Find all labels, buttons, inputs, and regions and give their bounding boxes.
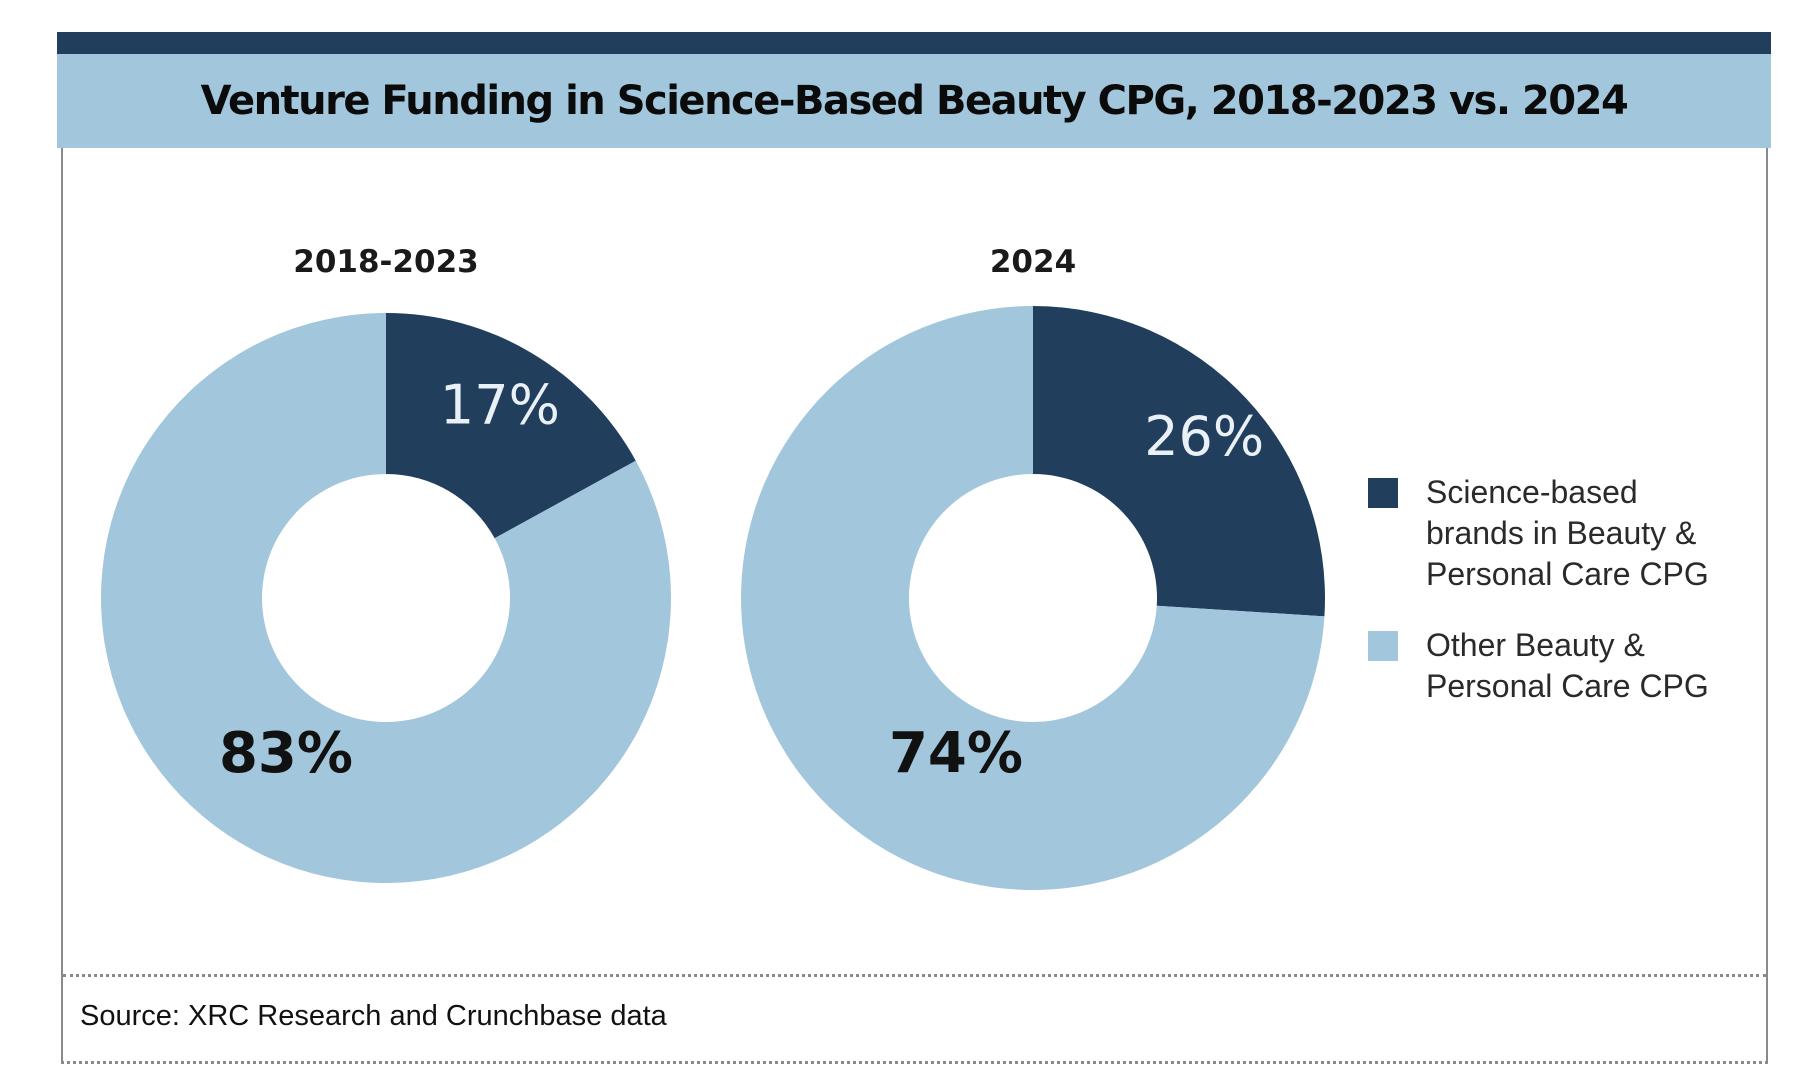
source-divider — [63, 974, 1766, 977]
legend-item-other: Other Beauty & Personal Care CPG — [1368, 625, 1768, 707]
donut-data-label: 74% — [889, 721, 1023, 786]
legend-swatch-science-based — [1368, 478, 1398, 508]
donut-slice-science-based — [1033, 306, 1325, 617]
source-note: Source: XRC Research and Crunchbase data — [80, 1000, 667, 1032]
chart-title: Venture Funding in Science-Based Beauty … — [200, 78, 1629, 124]
donut-data-label: 83% — [219, 721, 353, 786]
header-top-bar — [57, 32, 1771, 54]
legend-item-science-based: Science-based brands in Beauty & Persona… — [1368, 472, 1768, 595]
legend-label-science-based: Science-based brands in Beauty & Persona… — [1426, 474, 1709, 592]
donut-title: 2018-2023 — [293, 244, 478, 280]
donut-data-label: 26% — [1144, 405, 1264, 468]
title-band: Venture Funding in Science-Based Beauty … — [57, 54, 1771, 148]
donut-data-label: 17% — [440, 373, 560, 436]
legend: Science-based brands in Beauty & Persona… — [1368, 472, 1768, 737]
donut-chart-2: 2024 26% 74% — [741, 244, 1325, 891]
chart-frame — [61, 148, 1768, 1064]
legend-swatch-other — [1368, 631, 1398, 661]
donut-chart-1: 2018-2023 17% 83% — [101, 244, 671, 884]
donut-slice-science-based — [386, 313, 636, 539]
donut-title: 2024 — [990, 244, 1076, 280]
donut-slice-other — [101, 313, 671, 884]
donut-slice-other — [741, 306, 1325, 891]
legend-label-other: Other Beauty & Personal Care CPG — [1426, 627, 1709, 704]
